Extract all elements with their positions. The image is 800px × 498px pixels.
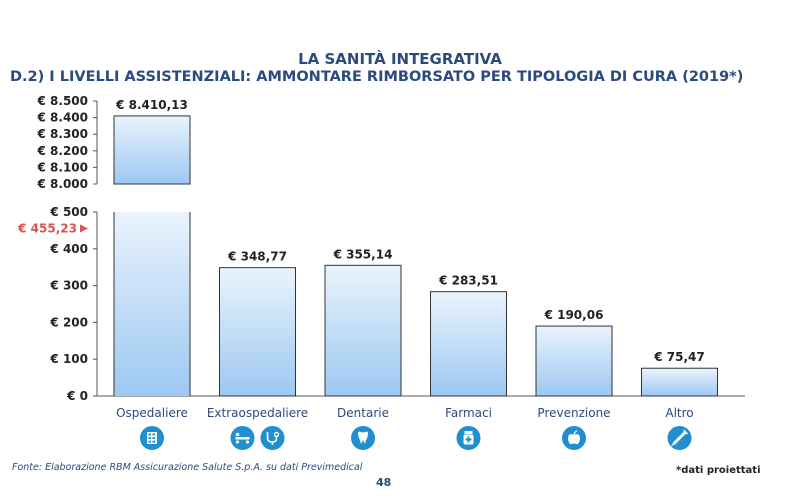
medicine-bottle-icon — [456, 426, 481, 450]
source-note: Fonte: Elaborazione RBM Assicurazione Sa… — [12, 462, 363, 473]
glyph — [683, 429, 688, 435]
glyph — [235, 440, 240, 444]
glyph — [245, 440, 250, 444]
y-tick-label: € 8.100 — [37, 160, 88, 174]
y-tick-label: € 8.400 — [37, 111, 88, 125]
projected-data-note: *dati proiettati — [676, 465, 761, 476]
x-category-label: Extraospedaliere — [207, 406, 308, 420]
glyph — [465, 438, 472, 441]
glyph — [152, 433, 155, 436]
glyph — [148, 437, 151, 440]
y-tick-label: € 8.300 — [37, 127, 88, 141]
chart-title: LA SANITÀ INTEGRATIVA — [298, 50, 502, 68]
bar — [430, 291, 507, 397]
bar — [641, 367, 718, 397]
building-icon — [140, 426, 164, 450]
y-tick-label: € 8.000 — [37, 177, 88, 191]
icon-circle — [260, 426, 285, 450]
page-number: 48 — [376, 476, 392, 489]
bar — [535, 325, 613, 397]
glyph — [671, 442, 675, 447]
glyph — [235, 432, 240, 437]
reference-marker-arrow — [80, 224, 88, 233]
glyph — [147, 432, 157, 444]
bar — [114, 212, 190, 396]
bar-value-label: € 75,47 — [653, 350, 704, 364]
y-tick-label: € 300 — [49, 279, 88, 293]
bar-value-label: € 8.410,13 — [115, 98, 188, 112]
y-tick-label: € 200 — [49, 315, 88, 329]
bar-upper-segment — [113, 115, 191, 185]
stretcher-icon — [230, 426, 255, 450]
glyph — [568, 434, 580, 445]
x-category-label: Farmaci — [445, 406, 492, 420]
x-category-label: Altro — [665, 406, 693, 420]
glyph — [152, 440, 155, 443]
glyph — [358, 431, 368, 444]
bar — [324, 264, 402, 397]
y-tick-label: € 8.200 — [37, 144, 88, 158]
x-category-label: Dentarie — [337, 406, 389, 420]
bar-value-label: € 190,06 — [544, 308, 604, 322]
apple-icon — [562, 426, 586, 450]
bar-value-label: € 355,14 — [333, 247, 393, 261]
bar-value-label: € 283,51 — [438, 274, 498, 288]
tooth-icon — [351, 426, 375, 450]
glyph — [273, 431, 280, 438]
y-tick-label: € 400 — [49, 242, 88, 256]
glyph — [148, 440, 151, 443]
bar — [219, 267, 296, 397]
reference-marker-label: € 455,23 — [17, 221, 77, 235]
glyph — [573, 430, 578, 436]
glyph — [148, 433, 151, 436]
bar-value-label: € 348,77 — [227, 250, 287, 264]
chart-subtitle: D.2) I LIVELLI ASSISTENZIALI: AMMONTARE … — [10, 69, 744, 85]
x-category-label: Prevenzione — [537, 406, 610, 420]
glyph — [235, 437, 250, 440]
stethoscope-icon — [260, 426, 285, 450]
y-tick-label: € 100 — [49, 352, 88, 366]
x-category-label: Ospedaliere — [116, 406, 188, 420]
y-tick-label: € 8.500 — [37, 94, 88, 108]
y-tick-label: € 0 — [66, 389, 88, 403]
glyph — [672, 430, 687, 446]
y-tick-label: € 500 — [49, 205, 88, 219]
glyph — [464, 431, 473, 434]
glyph — [152, 437, 155, 440]
syringe-icon — [667, 426, 692, 450]
